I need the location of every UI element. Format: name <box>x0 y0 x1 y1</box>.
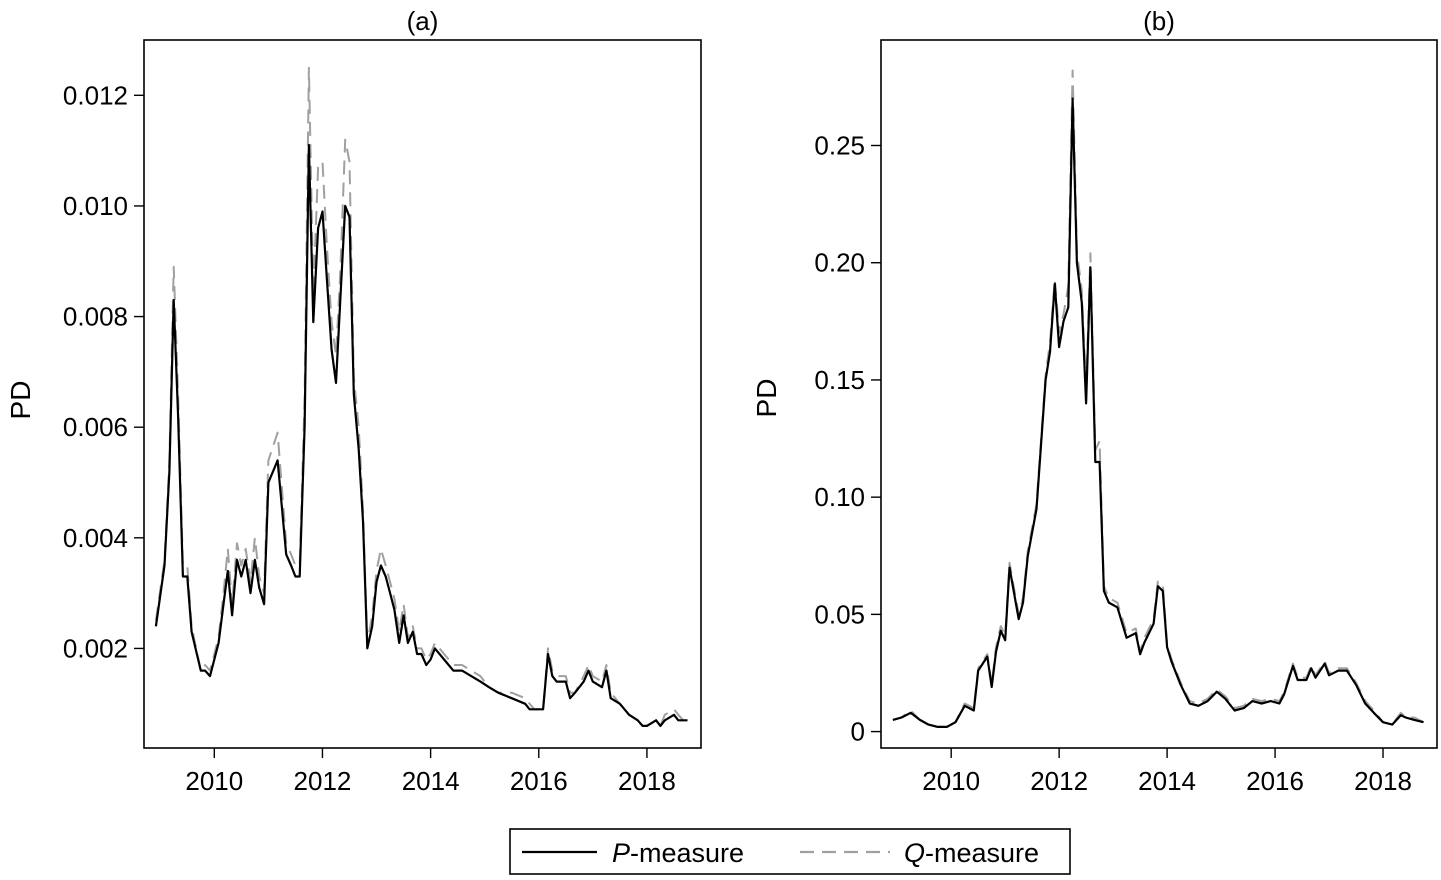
panel-a-series-p-measure <box>154 144 688 727</box>
panel-b-y-tick-label: 0.05 <box>814 599 865 629</box>
panel-a-y-tick-label: 0.008 <box>63 302 128 332</box>
legend-box <box>509 828 1071 875</box>
panel-b-x-tick-label: 2018 <box>1354 766 1412 796</box>
panel-a-x-tick-label: 2018 <box>618 766 676 796</box>
legend: P-measure Q-measure <box>509 828 1071 875</box>
panel-a-plot-frame <box>143 39 702 749</box>
panel-b-x-tick-label: 2010 <box>922 766 980 796</box>
panel-a-title: (a) <box>407 6 439 36</box>
panel-a-x-tick-label: 2014 <box>402 766 460 796</box>
panel-b-y-axis-label: PD <box>751 379 782 418</box>
panel-b-x-tick-label: 2012 <box>1030 766 1088 796</box>
panel-b-y-tick-label: 0.25 <box>814 130 865 160</box>
panel-a-series-q-measure <box>154 66 688 727</box>
panel-a-y-tick-label: 0.006 <box>63 412 128 442</box>
panel-b-y-tick-label: 0.20 <box>814 248 865 278</box>
panel-a-x-tick-label: 2010 <box>185 766 243 796</box>
panel-b-x-tick-label: 2016 <box>1246 766 1304 796</box>
panel-b-y-tick-label: 0.10 <box>814 482 865 512</box>
panel-b-plot-frame <box>880 39 1438 749</box>
panel-a-x-tick-label: 2016 <box>510 766 568 796</box>
legend-label-q-measure: Q-measure <box>904 838 1039 868</box>
panel-b-y-tick-label: 0.15 <box>814 365 865 395</box>
panel-b-series-q-measure <box>892 69 1424 728</box>
panel-b-title: (b) <box>1143 6 1175 36</box>
panel-a-y-tick-label: 0.010 <box>63 191 128 221</box>
panel-b-x-tick-label: 2014 <box>1138 766 1196 796</box>
panel-a-y-tick-label: 0.004 <box>63 523 128 553</box>
legend-label-p-measure: P-measure <box>612 838 744 868</box>
panel-a-x-tick-label: 2012 <box>294 766 352 796</box>
panel-b-y-tick-label: 0 <box>851 717 865 747</box>
panel-a-y-axis-label: PD <box>5 381 36 420</box>
panel-b-series-p-measure <box>892 97 1424 728</box>
panel-a-y-tick-label: 0.012 <box>63 80 128 110</box>
panel-b: (b) PD 0 0.05 0.10 0.15 0.20 0.25 2010 2012 2014 20… <box>751 6 1438 796</box>
panel-a: (a) PD 0.002 0.004 0.006 0.008 0.010 0.012 2010 2… <box>5 6 702 796</box>
panel-a-y-tick-label: 0.002 <box>63 633 128 663</box>
